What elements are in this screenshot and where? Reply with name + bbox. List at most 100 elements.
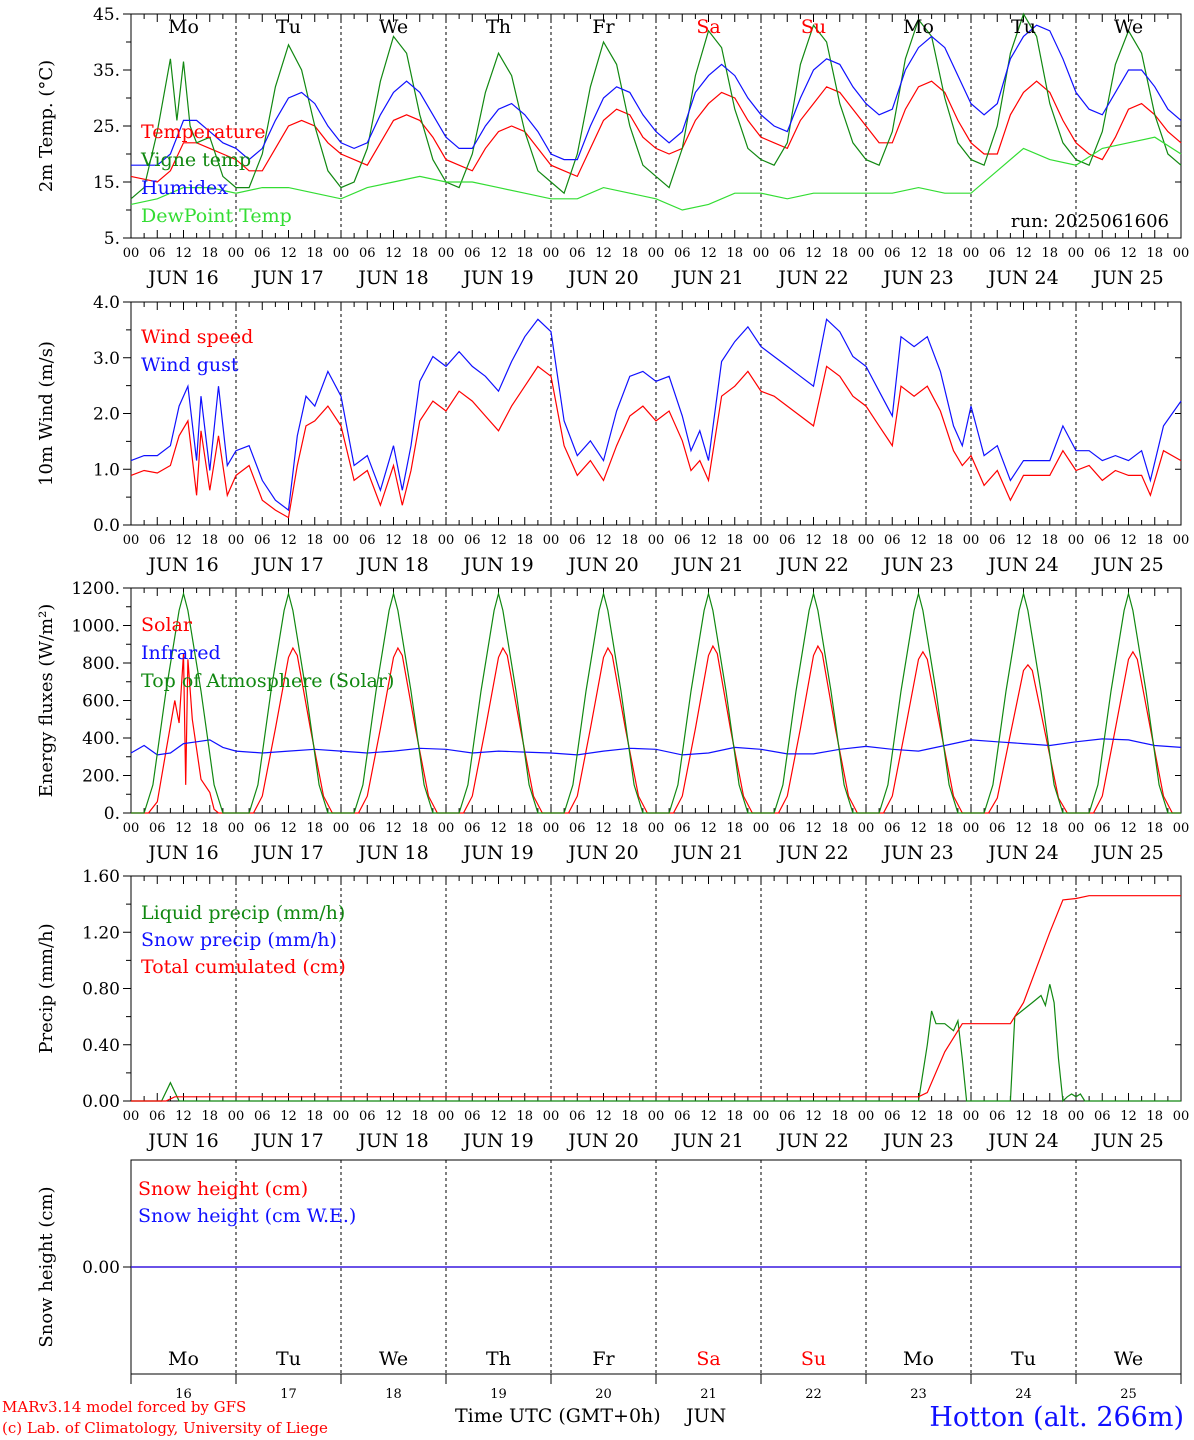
legend-entry: Snow height (cm) xyxy=(138,1178,308,1200)
y-tick-label: 1000. xyxy=(71,617,120,637)
hour-tick-label: 06 xyxy=(464,1109,481,1124)
hour-tick-label: 12 xyxy=(595,821,612,836)
panel-3 xyxy=(123,587,1182,814)
hour-tick-label: 06 xyxy=(989,1109,1006,1124)
weekday-label: We xyxy=(1114,1348,1143,1370)
hour-tick-label: 00 xyxy=(648,821,665,836)
hour-tick-label: 00 xyxy=(963,1109,980,1124)
date-label: JUN 16 xyxy=(146,842,218,864)
hour-tick-label: 18 xyxy=(726,1109,743,1124)
date-label: JUN 19 xyxy=(461,1130,533,1152)
series-line xyxy=(130,136,1182,211)
y-tick-label: 0.00 xyxy=(82,1092,120,1112)
hour-tick-label: 00 xyxy=(753,246,770,261)
hour-tick-label: 00 xyxy=(333,533,350,548)
station-name: Hotton (alt. 266m) xyxy=(929,1402,1184,1433)
weekday-label: Mo xyxy=(168,16,199,38)
hour-tick-label: 06 xyxy=(149,533,166,548)
y-axis-title: 2m Temp. (°C) xyxy=(36,60,57,192)
hour-tick-label: 06 xyxy=(464,821,481,836)
weekday-label: Tu xyxy=(1011,16,1036,38)
hour-tick-label: 06 xyxy=(254,246,271,261)
hour-tick-label: 18 xyxy=(726,246,743,261)
weekday-label: We xyxy=(1114,16,1143,38)
date-label: JUN 23 xyxy=(881,554,953,576)
hour-tick-label: 12 xyxy=(1120,246,1137,261)
hour-tick-label: 18 xyxy=(1041,533,1058,548)
hour-tick-label: 00 xyxy=(648,1109,665,1124)
day-number-label: 19 xyxy=(490,1387,507,1402)
date-label: JUN 24 xyxy=(986,554,1058,576)
y-axis-title: 10m Wind (m/s) xyxy=(36,341,57,486)
hour-tick-label: 06 xyxy=(1094,533,1111,548)
date-label: JUN 16 xyxy=(146,1130,218,1152)
series-line xyxy=(131,895,1181,1102)
hour-tick-label: 12 xyxy=(175,533,192,548)
date-label: JUN 19 xyxy=(461,554,533,576)
date-label: JUN 21 xyxy=(671,842,743,864)
date-label: JUN 17 xyxy=(251,554,323,576)
hour-tick-label: 06 xyxy=(884,821,901,836)
y-tick-label: 400. xyxy=(82,729,120,749)
hour-tick-label: 00 xyxy=(123,1109,140,1124)
hour-tick-label: 00 xyxy=(648,246,665,261)
hour-tick-label: 06 xyxy=(149,821,166,836)
panel-4 xyxy=(123,875,1182,1103)
hour-tick-label: 18 xyxy=(936,533,953,548)
hour-tick-label: 00 xyxy=(753,821,770,836)
hour-tick-label: 00 xyxy=(1173,246,1190,261)
date-label: JUN 21 xyxy=(671,267,743,289)
series-line xyxy=(130,12,1182,200)
weekday-label: Mo xyxy=(168,1348,199,1370)
legend-entry: Humidex xyxy=(141,177,228,199)
legend-entry: Snow height (cm W.E.) xyxy=(138,1205,356,1227)
x-axis-title: Time UTC (GMT+0h) xyxy=(455,1405,661,1427)
hour-tick-label: 00 xyxy=(123,246,140,261)
legend-entry: Vigne temp xyxy=(140,149,251,171)
date-label: JUN 24 xyxy=(986,1130,1058,1152)
legend-entry: Wind speed xyxy=(141,326,253,348)
series-line xyxy=(131,644,1181,814)
hour-tick-label: 00 xyxy=(1068,821,1085,836)
y-tick-label: 0.0 xyxy=(93,516,120,536)
hour-tick-label: 00 xyxy=(333,246,350,261)
legend-entry: Total cumulated (cm) xyxy=(141,956,346,978)
hour-tick-label: 06 xyxy=(464,533,481,548)
hour-tick-label: 18 xyxy=(201,1109,218,1124)
legend-entry: Infrared xyxy=(141,642,221,664)
hour-tick-label: 00 xyxy=(1173,821,1190,836)
hour-tick-label: 00 xyxy=(228,533,245,548)
hour-tick-label: 18 xyxy=(1041,246,1058,261)
y-tick-label: 4.0 xyxy=(93,293,120,313)
legend-entry: Wind gust xyxy=(141,354,239,376)
weekday-label: Su xyxy=(801,1348,826,1370)
hour-tick-label: 06 xyxy=(149,1109,166,1124)
date-label: JUN 25 xyxy=(1091,1130,1163,1152)
day-number-label: 23 xyxy=(910,1387,927,1402)
hour-tick-label: 00 xyxy=(648,533,665,548)
hour-tick-label: 00 xyxy=(1173,1109,1190,1124)
hour-tick-label: 12 xyxy=(280,533,297,548)
hour-tick-label: 06 xyxy=(884,533,901,548)
hour-tick-label: 12 xyxy=(700,246,717,261)
hour-tick-label: 06 xyxy=(569,1109,586,1124)
date-label: JUN 18 xyxy=(356,1130,428,1152)
hour-tick-label: 00 xyxy=(438,246,455,261)
date-label: JUN 17 xyxy=(251,267,323,289)
hour-tick-label: 12 xyxy=(910,821,927,836)
date-label: JUN 19 xyxy=(461,267,533,289)
y-axis-title: Energy fluxes (W/m²) xyxy=(36,604,57,798)
date-label: JUN 22 xyxy=(776,842,848,864)
hour-tick-label: 12 xyxy=(490,533,507,548)
hour-tick-label: 18 xyxy=(411,821,428,836)
day-number-label: 20 xyxy=(595,1387,612,1402)
hour-tick-label: 18 xyxy=(621,246,638,261)
hour-tick-label: 18 xyxy=(621,533,638,548)
hour-tick-label: 12 xyxy=(910,533,927,548)
date-label: JUN 17 xyxy=(251,1130,323,1152)
hour-tick-label: 06 xyxy=(884,246,901,261)
day-number-label: 22 xyxy=(805,1387,822,1402)
hour-tick-label: 00 xyxy=(858,821,875,836)
hour-tick-label: 06 xyxy=(569,821,586,836)
series-line xyxy=(131,591,1181,814)
